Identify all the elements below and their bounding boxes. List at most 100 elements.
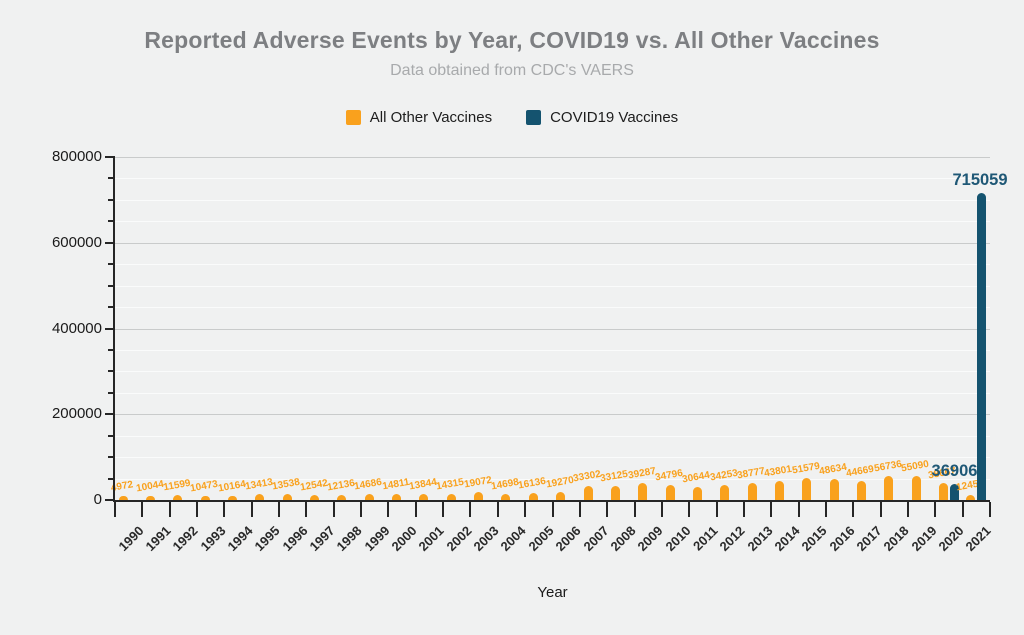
x-tick-label-2014: 2014	[771, 523, 803, 555]
x-axis-tick	[770, 502, 773, 517]
x-tick-label-1992: 1992	[169, 523, 201, 555]
all-other-vaccines-swatch-icon	[345, 109, 361, 125]
gridline-minor	[115, 221, 990, 223]
x-tick-label-2008: 2008	[607, 523, 639, 555]
bar-value-label: 34253	[709, 468, 739, 484]
gridline-major	[115, 157, 990, 158]
bar-value-label: 30644	[681, 469, 712, 486]
bar-all-other-vaccines-1993	[200, 495, 210, 500]
x-axis-tick	[824, 502, 827, 517]
bar-covid19-vaccines-2020	[949, 484, 959, 500]
bar-all-other-vaccines-1990	[118, 496, 128, 500]
x-tick-label-2019: 2019	[908, 523, 940, 555]
x-tick-label-1991: 1991	[142, 523, 174, 555]
bar-value-label: 33125	[599, 468, 630, 485]
bar-all-other-vaccines-2000	[392, 493, 402, 500]
x-tick-label-1990: 1990	[115, 523, 147, 555]
y-axis-minor-tick	[108, 370, 115, 373]
bar-all-other-vaccines-2002	[446, 493, 456, 500]
bar-value-label: 19072	[463, 474, 493, 491]
bar-all-other-vaccines-1997	[310, 494, 320, 500]
bar-all-other-vaccines-2020	[938, 483, 948, 500]
y-tick-label: 800000	[51, 148, 102, 165]
gridline-minor	[115, 285, 990, 287]
x-axis-tick	[469, 502, 472, 517]
bar-value-label: 12136	[326, 477, 356, 494]
y-axis-minor-tick	[108, 177, 115, 180]
bar-all-other-vaccines-2001	[419, 494, 429, 500]
gridline-minor	[115, 392, 990, 394]
bar-value-label: 56736	[873, 458, 903, 475]
x-tick-label-2001: 2001	[416, 523, 448, 555]
bar-value-label: 19270	[545, 474, 575, 491]
gridline-minor	[115, 264, 990, 266]
x-axis-tick	[305, 502, 308, 517]
bar-all-other-vaccines-2015	[802, 477, 812, 500]
x-axis-tick	[934, 502, 937, 517]
legend-label: COVID19 Vaccines	[550, 108, 679, 126]
bar-value-label: 11599	[162, 477, 192, 494]
x-axis-tick	[742, 502, 745, 517]
bar-all-other-vaccines-1991	[146, 495, 156, 500]
x-tick-label-2010: 2010	[662, 523, 694, 555]
x-tick-label-2018: 2018	[880, 523, 912, 555]
x-axis-tick	[496, 502, 499, 517]
legend-item-covid19-vaccines[interactable]: COVID19 Vaccines	[526, 109, 678, 126]
legend-item-all-other-vaccines[interactable]: All Other Vaccines	[345, 109, 492, 126]
bar-all-other-vaccines-1998	[337, 494, 347, 500]
x-axis-title: Year	[537, 584, 568, 601]
bar-value-label: 44669	[845, 463, 876, 480]
covid-value-label: 715059	[952, 171, 1008, 190]
bar-value-label: 10164	[216, 478, 247, 495]
bar-all-other-vaccines-2019	[911, 476, 921, 500]
x-tick-label-2006: 2006	[552, 523, 584, 555]
y-axis-minor-tick	[108, 284, 115, 287]
bar-all-other-vaccines-2008	[610, 485, 620, 500]
gridline-major	[115, 242, 990, 244]
x-tick-label-1997: 1997	[306, 523, 338, 555]
y-axis-major-tick	[105, 241, 115, 244]
bar-value-label: 51579	[791, 460, 821, 477]
bar-all-other-vaccines-2021	[966, 494, 976, 500]
bar-all-other-vaccines-2009	[638, 483, 648, 500]
x-axis-tick	[715, 502, 718, 517]
x-axis-tick	[278, 502, 281, 517]
x-axis-tick	[906, 502, 909, 517]
x-axis-tick	[387, 502, 390, 517]
y-axis-major-tick	[105, 327, 115, 330]
y-axis-line	[113, 156, 115, 502]
bar-all-other-vaccines-2012	[720, 485, 730, 500]
gridline-minor	[115, 371, 990, 373]
x-axis-tick	[797, 502, 800, 517]
x-axis-tick	[196, 502, 199, 517]
x-tick-label-1998: 1998	[333, 523, 366, 555]
y-axis-minor-tick	[108, 391, 115, 394]
bar-value-label: 12542	[298, 477, 329, 494]
x-axis-tick	[250, 502, 253, 517]
x-axis-tick	[168, 502, 171, 517]
gridline-minor	[115, 349, 990, 351]
page-title: Reported Adverse Events by Year, COVID19…	[144, 27, 880, 53]
bar-all-other-vaccines-2004	[501, 493, 511, 500]
gridline-minor	[115, 307, 990, 309]
x-axis-tick	[606, 502, 609, 517]
y-axis-minor-tick	[108, 306, 115, 309]
gridline-minor	[115, 478, 990, 480]
bar-value-label: 55090	[900, 459, 930, 475]
x-tick-label-1994: 1994	[224, 523, 256, 555]
x-axis-tick	[688, 502, 691, 517]
y-axis-major-tick	[105, 156, 115, 158]
x-axis-tick	[578, 502, 581, 517]
bar-covid19-vaccines-2021	[977, 193, 987, 500]
bar-all-other-vaccines-2007	[583, 485, 593, 500]
bar-all-other-vaccines-1994	[228, 495, 238, 500]
x-tick-label-2011: 2011	[689, 523, 721, 554]
x-tick-label-2005: 2005	[525, 523, 557, 555]
bar-all-other-vaccines-2006	[556, 491, 566, 500]
x-tick-label-1993: 1993	[197, 523, 229, 555]
gridline-major	[115, 328, 990, 330]
x-tick-label-1995: 1995	[251, 523, 283, 555]
x-tick-label-1999: 1999	[361, 523, 393, 555]
x-axis-tick	[442, 502, 445, 517]
x-tick-label-1996: 1996	[279, 523, 311, 555]
